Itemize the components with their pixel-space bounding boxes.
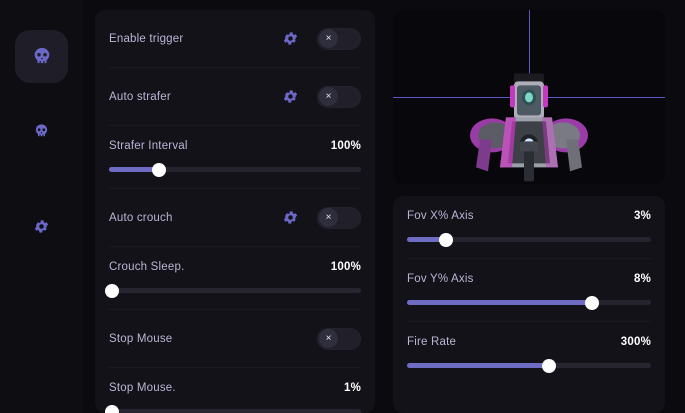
slider-label: Strafer Interval <box>109 140 188 152</box>
slider-fill <box>109 167 160 172</box>
slider-track[interactable] <box>105 404 361 413</box>
slider-fill <box>407 363 549 368</box>
toggle-knob-x-icon: × <box>319 29 338 48</box>
slider-stop-mouse: Stop Mouse. 1% <box>105 368 361 413</box>
sidebar-item-skull-secondary[interactable] <box>15 105 68 158</box>
slider-value: 100% <box>330 140 361 152</box>
slider-fire-rate: Fire Rate 300% <box>407 322 651 384</box>
toggle-switch[interactable]: × <box>317 85 361 108</box>
slider-track[interactable] <box>105 283 361 298</box>
slider-fill <box>407 237 447 242</box>
slider-value: 3% <box>633 210 651 222</box>
right-column: Fov X% Axis 3% Fov Y% Axis 8% <box>393 10 665 413</box>
slider-track[interactable] <box>407 358 651 373</box>
gear-icon[interactable] <box>279 28 301 50</box>
gear-icon <box>33 218 50 235</box>
slider-thumb[interactable] <box>152 162 167 177</box>
slider-value: 100% <box>330 261 361 273</box>
gear-icon[interactable] <box>279 207 301 229</box>
slider-value: 8% <box>633 273 651 285</box>
slider-fov-x-axis: Fov X% Axis 3% <box>407 196 651 259</box>
toggle-knob-x-icon: × <box>319 208 338 227</box>
setting-label: Auto strafer <box>109 90 171 103</box>
slider-label: Fov X% Axis <box>407 210 474 222</box>
toggle-knob-x-icon: × <box>319 329 338 348</box>
character-preview <box>393 10 665 184</box>
setting-row-stop-mouse: Stop Mouse × <box>109 310 361 368</box>
left-settings-panel: Enable trigger × Auto strafer <box>95 10 375 413</box>
robot-model <box>470 73 588 182</box>
sidebar <box>0 0 83 413</box>
slider-thumb[interactable] <box>105 283 119 298</box>
slider-strafer-interval: Strafer Interval 100% <box>109 126 361 189</box>
toggle-switch[interactable]: × <box>317 27 361 50</box>
toggle-switch[interactable]: × <box>317 327 361 350</box>
gear-icon[interactable] <box>279 86 301 108</box>
slider-label: Fov Y% Axis <box>407 273 474 285</box>
skull-icon <box>33 123 50 140</box>
slider-value: 1% <box>343 382 361 394</box>
slider-fill <box>407 300 593 305</box>
slider-track[interactable] <box>407 295 651 310</box>
slider-thumb[interactable] <box>541 358 556 373</box>
slider-label: Stop Mouse. <box>109 382 176 394</box>
sidebar-item-settings[interactable] <box>15 200 68 253</box>
setting-row-enable-trigger: Enable trigger × <box>109 10 361 68</box>
slider-thumb[interactable] <box>105 404 119 413</box>
slider-value: 300% <box>620 336 651 348</box>
setting-row-auto-strafer: Auto strafer × <box>109 68 361 126</box>
setting-label: Stop Mouse <box>109 332 173 345</box>
slider-fov-y-axis: Fov Y% Axis 8% <box>407 259 651 322</box>
toggle-knob-x-icon: × <box>319 87 338 106</box>
slider-crouch-sleep: Crouch Sleep. 100% <box>105 247 361 310</box>
right-settings-panel: Fov X% Axis 3% Fov Y% Axis 8% <box>393 196 665 413</box>
sidebar-item-skull-primary[interactable] <box>15 30 68 83</box>
slider-track[interactable] <box>407 232 651 247</box>
slider-label: Crouch Sleep. <box>109 261 185 273</box>
content-area: Enable trigger × Auto strafer <box>83 0 685 413</box>
slider-thumb[interactable] <box>439 232 454 247</box>
skull-icon <box>31 46 53 68</box>
slider-track[interactable] <box>109 162 361 177</box>
setting-label: Enable trigger <box>109 32 184 45</box>
crosshair-vertical-line <box>529 10 530 97</box>
setting-row-auto-crouch: Auto crouch × <box>109 189 361 247</box>
slider-label: Fire Rate <box>407 336 457 348</box>
setting-label: Auto crouch <box>109 211 173 224</box>
toggle-switch[interactable]: × <box>317 206 361 229</box>
slider-thumb[interactable] <box>585 295 600 310</box>
